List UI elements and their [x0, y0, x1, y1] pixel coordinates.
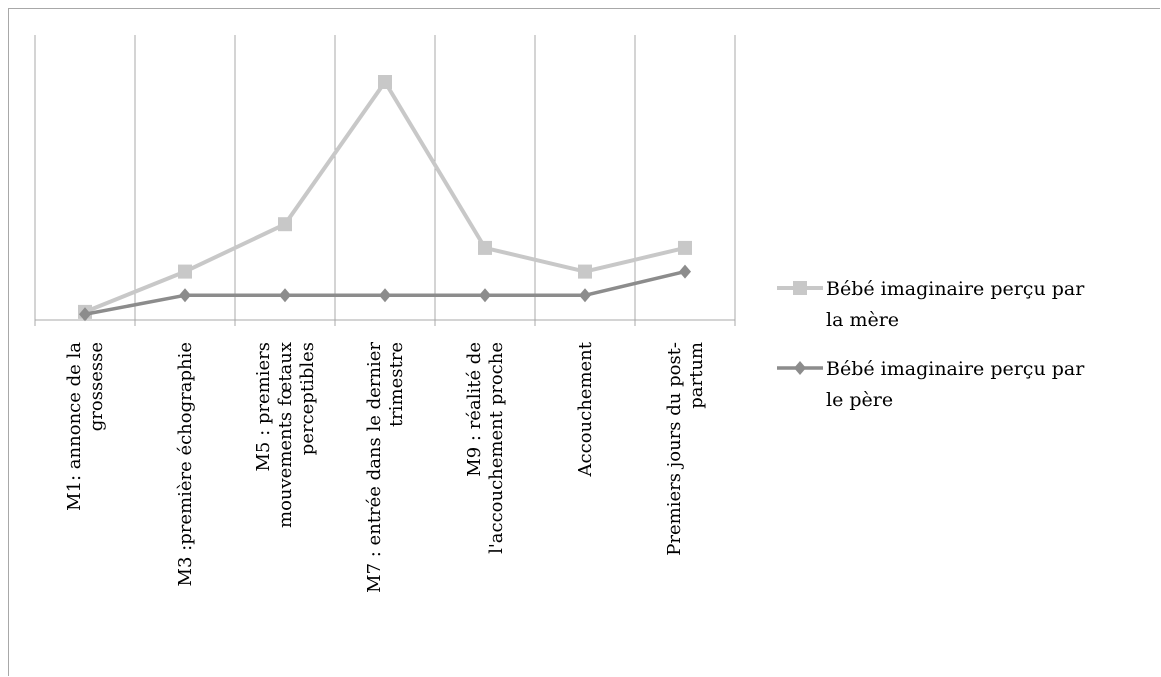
x-tick-label: M7 : entrée dans le derniertrimestre: [364, 342, 407, 593]
data-point: [578, 264, 592, 279]
data-point: [178, 264, 192, 279]
legend-marker: [794, 361, 806, 375]
x-tick-label: M3 :première échographie: [175, 342, 196, 586]
x-tick-label: Accouchement: [575, 341, 596, 477]
data-point: [579, 288, 591, 303]
data-point: [279, 288, 291, 303]
legend-item-mere: Bébé imaginaire perçu par la mère: [777, 278, 1085, 331]
x-tick-labels: M1: annonce de lagrossesse M3 :première é…: [64, 341, 707, 593]
series-mere: [78, 75, 692, 319]
chart-frame: [8, 8, 1160, 676]
data-point: [378, 75, 392, 89]
legend-label: Bébé imaginaire perçu par le père: [826, 358, 1085, 411]
data-point: [379, 288, 391, 303]
x-tick-label: Premiers jours du post-partum: [664, 342, 707, 556]
x-tick-label: M5 : premiersmouvements fœtauxperceptibl…: [253, 342, 318, 528]
series-pere: [79, 264, 691, 322]
x-tick-label: M9 : réalité del'accouchement proche: [464, 342, 507, 554]
series-layer: [78, 75, 692, 322]
series-line: [84, 80, 686, 314]
data-point: [479, 288, 491, 303]
data-point: [478, 240, 492, 255]
data-point: [678, 240, 692, 255]
data-point: [179, 288, 191, 303]
grid-lines: [34, 35, 736, 326]
legend: Bébé imaginaire perçu par la mère Bébé ima…: [777, 278, 1085, 411]
data-point: [278, 217, 292, 232]
legend-marker: [793, 281, 807, 295]
legend-label: Bébé imaginaire perçu par la mère: [826, 278, 1085, 331]
x-tick-label: M1: annonce de lagrossesse: [64, 342, 107, 511]
legend-item-pere: Bébé imaginaire perçu par le père: [777, 358, 1085, 411]
data-point: [79, 307, 91, 322]
data-point: [679, 264, 691, 279]
